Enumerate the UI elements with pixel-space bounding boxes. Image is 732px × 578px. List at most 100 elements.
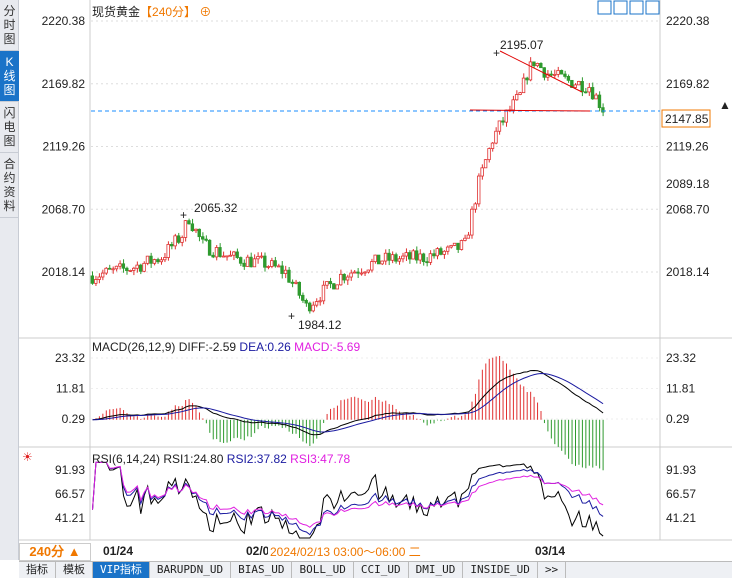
candle bbox=[228, 254, 232, 257]
candle bbox=[442, 250, 446, 255]
macd-tick-label: 23.32 bbox=[55, 351, 85, 365]
candle bbox=[401, 255, 405, 260]
candle bbox=[359, 272, 364, 275]
high-marker: + bbox=[493, 46, 500, 60]
candle bbox=[169, 244, 174, 247]
candle bbox=[597, 94, 602, 109]
time-label: 03/14 bbox=[535, 544, 566, 558]
tab-1[interactable]: 模板 bbox=[56, 562, 93, 578]
candle bbox=[114, 265, 119, 270]
candle bbox=[390, 254, 395, 261]
candle bbox=[242, 262, 246, 267]
candle bbox=[435, 248, 439, 257]
period-label: 【240分】 bbox=[140, 5, 197, 19]
macd-tick-label-right: 11.81 bbox=[666, 381, 695, 395]
crosshair-circle-icon[interactable]: ⊕ bbox=[196, 5, 212, 19]
sidebar-item-timeshare[interactable]: 分时图 bbox=[0, 0, 19, 51]
candle bbox=[583, 91, 588, 94]
candle bbox=[566, 76, 571, 81]
candle bbox=[107, 267, 112, 270]
scroll-up-icon: ▲ bbox=[719, 98, 731, 112]
candle bbox=[449, 245, 453, 248]
candle bbox=[273, 260, 277, 267]
candle bbox=[521, 77, 526, 94]
y-tick-label: 2119.26 bbox=[43, 140, 86, 154]
tab-2[interactable]: VIP指标 bbox=[93, 562, 150, 578]
candle bbox=[173, 235, 177, 247]
period-button[interactable]: 240分 ▲ bbox=[19, 543, 91, 561]
candle bbox=[504, 109, 508, 123]
rsi3-line bbox=[92, 461, 604, 528]
candle bbox=[487, 148, 491, 161]
candle bbox=[594, 94, 598, 100]
tab-9[interactable]: >> bbox=[538, 562, 567, 578]
candle bbox=[121, 263, 126, 269]
candle bbox=[332, 283, 336, 290]
candle bbox=[470, 208, 474, 236]
candle bbox=[238, 257, 243, 264]
settings-sun-icon[interactable]: ☀ bbox=[22, 450, 33, 464]
candle bbox=[414, 250, 419, 261]
candle bbox=[307, 302, 312, 312]
candle bbox=[421, 253, 426, 263]
candle bbox=[235, 251, 239, 258]
chart-canvas[interactable]: 2220.38 2220.38 2169.82 2169.82 2119.26 2119.… bbox=[0, 0, 732, 560]
tab-4[interactable]: BIAS_UD bbox=[231, 562, 293, 578]
candle bbox=[577, 81, 581, 86]
sidebar-item-contract[interactable]: 合约资料 bbox=[0, 153, 19, 218]
rsi-legend: RSI(6,14,24) RSI1:24.80 RSI2:37.82 RSI3:… bbox=[92, 452, 351, 466]
candle bbox=[176, 235, 181, 243]
candle bbox=[563, 73, 567, 77]
tab-5[interactable]: BOLL_UD bbox=[292, 562, 354, 578]
candle bbox=[532, 61, 536, 67]
tab-7[interactable]: DMI_UD bbox=[409, 562, 464, 578]
tab-8[interactable]: INSIDE_UD bbox=[463, 562, 538, 578]
candle bbox=[466, 234, 471, 239]
low-label: 1984.12 bbox=[298, 318, 342, 332]
marker-price-label: 2089.18 bbox=[666, 177, 710, 191]
candle bbox=[335, 284, 339, 290]
macd-tick-label-right: 23.32 bbox=[666, 351, 696, 365]
tab-0[interactable]: 指标 bbox=[19, 562, 56, 578]
candle bbox=[556, 70, 560, 75]
candle bbox=[111, 268, 115, 271]
candle bbox=[407, 252, 412, 260]
candle bbox=[128, 270, 132, 272]
candle bbox=[94, 279, 98, 284]
rsi-tick-label: 66.57 bbox=[55, 487, 85, 501]
candle bbox=[452, 242, 457, 246]
tab-3[interactable]: BARUPDN_UD bbox=[150, 562, 232, 578]
candle bbox=[149, 255, 153, 264]
candle bbox=[311, 304, 315, 312]
tab-6[interactable]: CCI_UD bbox=[354, 562, 409, 578]
candle bbox=[252, 258, 257, 268]
sidebar-item-flash[interactable]: 闪电图 bbox=[0, 102, 19, 153]
candle bbox=[218, 247, 222, 257]
candle bbox=[476, 175, 481, 205]
sidebar-item-kline[interactable]: K线图 bbox=[0, 51, 19, 102]
macd-tick-label-right: 0.29 bbox=[666, 412, 690, 426]
current-price-label: 2147.85 bbox=[665, 112, 709, 126]
candle bbox=[518, 92, 522, 95]
y-tick-label: 2068.70 bbox=[42, 202, 86, 216]
candle bbox=[383, 252, 388, 262]
candle bbox=[552, 73, 557, 76]
candle bbox=[428, 253, 433, 263]
candle bbox=[528, 61, 533, 81]
y-tick-label-right: 2119.26 bbox=[666, 140, 709, 154]
candle bbox=[439, 248, 443, 255]
rsi-tick-label-right: 91.93 bbox=[666, 463, 696, 477]
dea-line bbox=[92, 372, 604, 433]
candle bbox=[214, 247, 219, 258]
candle bbox=[363, 271, 367, 274]
candle bbox=[287, 269, 291, 283]
candle bbox=[356, 271, 360, 274]
zoom-range-icon bbox=[613, 0, 628, 15]
local-high-marker: + bbox=[180, 208, 187, 222]
y-tick-label: 2018.14 bbox=[42, 265, 86, 279]
candle bbox=[525, 77, 529, 81]
candle bbox=[501, 120, 505, 123]
candle bbox=[180, 237, 184, 243]
candle bbox=[301, 294, 305, 301]
candle bbox=[232, 251, 236, 256]
